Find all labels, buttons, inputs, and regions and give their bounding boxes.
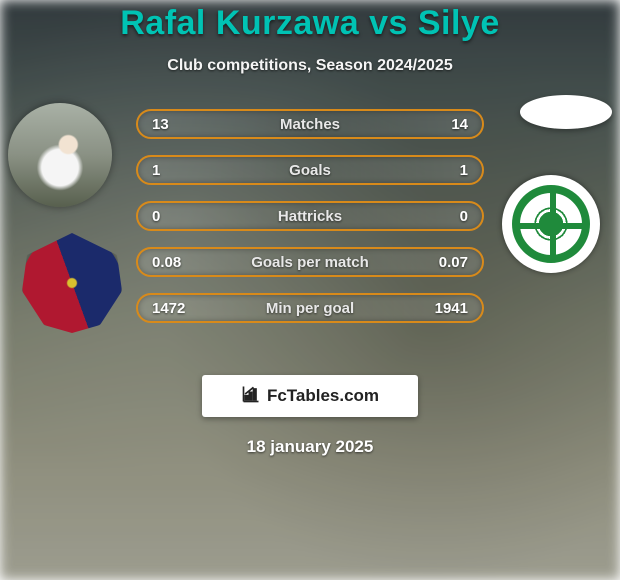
stat-row: 1Goals1	[136, 155, 484, 185]
date-label: 18 january 2025	[0, 437, 620, 457]
stat-label: Matches	[202, 116, 418, 133]
stat-row: 0.08Goals per match0.07	[136, 247, 484, 277]
stat-row: 1472Min per goal1941	[136, 293, 484, 323]
stat-left-value: 0	[152, 208, 202, 225]
player2-avatar	[520, 95, 612, 129]
player1-avatar	[8, 103, 112, 207]
page-title: Rafal Kurzawa vs Silye	[0, 4, 620, 43]
stat-left-value: 0.08	[152, 254, 202, 271]
stat-right-value: 14	[418, 116, 468, 133]
stat-left-value: 1472	[152, 300, 202, 317]
stat-right-value: 1941	[418, 300, 468, 317]
club1-badge	[22, 233, 122, 333]
stat-right-value: 0	[418, 208, 468, 225]
infographic: Rafal Kurzawa vs Silye Club competitions…	[0, 0, 620, 457]
stat-label: Min per goal	[202, 300, 418, 317]
stat-row: 13Matches14	[136, 109, 484, 139]
stat-right-value: 1	[418, 162, 468, 179]
stat-label: Goals per match	[202, 254, 418, 271]
brand-text: FcTables.com	[267, 386, 379, 406]
club2-badge-inner	[512, 185, 590, 263]
stat-row: 0Hattricks0	[136, 201, 484, 231]
subtitle: Club competitions, Season 2024/2025	[0, 57, 620, 75]
stat-label: Goals	[202, 162, 418, 179]
stat-left-value: 13	[152, 116, 202, 133]
stat-right-value: 0.07	[418, 254, 468, 271]
stat-label: Hattricks	[202, 208, 418, 225]
brand-badge: FcTables.com	[202, 375, 418, 417]
stat-left-value: 1	[152, 162, 202, 179]
club2-badge	[502, 175, 600, 273]
stats-area: 13Matches14 1Goals1 0Hattricks0 0.08Goals p…	[0, 109, 620, 349]
chart-icon	[241, 384, 261, 409]
